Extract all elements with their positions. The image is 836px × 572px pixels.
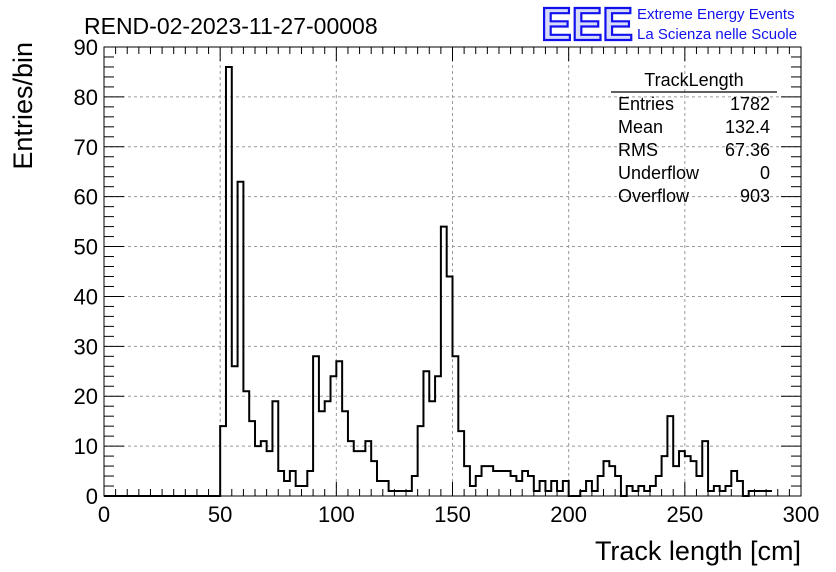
stats-value: 0 bbox=[760, 163, 770, 183]
stats-title: TrackLength bbox=[644, 70, 743, 90]
y-tick-label: 10 bbox=[74, 434, 98, 459]
stats-value: 67.36 bbox=[725, 140, 770, 160]
y-tick-label: 0 bbox=[86, 484, 98, 509]
stats-box: TrackLength Entries 1782 Mean 132.4 RMS 67.36… bbox=[611, 70, 777, 206]
x-tick-label: 50 bbox=[208, 502, 232, 527]
y-tick-label: 60 bbox=[74, 185, 98, 210]
stats-label: RMS bbox=[618, 140, 658, 160]
y-tick-label: 80 bbox=[74, 85, 98, 110]
stats-value: 132.4 bbox=[725, 117, 770, 137]
y-axis-title: Entries/bin bbox=[8, 42, 38, 170]
stats-label: Underflow bbox=[618, 163, 700, 183]
y-tick-label: 50 bbox=[74, 235, 98, 260]
histogram-line bbox=[104, 65, 772, 497]
run-title: REND-02-2023-11-27-00008 bbox=[84, 13, 378, 39]
project-subtitle: La Scienza nelle Scuole bbox=[637, 26, 797, 43]
stats-value: 1782 bbox=[730, 94, 770, 114]
x-tick-label: 200 bbox=[550, 502, 587, 527]
project-name: Extreme Energy Events bbox=[637, 6, 795, 23]
eee-logo: EEE bbox=[541, 0, 633, 50]
x-tick-label: 250 bbox=[666, 502, 703, 527]
stats-label: Entries bbox=[618, 94, 674, 114]
axis-ticks bbox=[103, 46, 802, 497]
stats-label: Mean bbox=[618, 117, 663, 137]
grid-lines bbox=[104, 47, 801, 496]
x-axis-title: Track length [cm] bbox=[595, 536, 801, 566]
x-tick-label: 100 bbox=[318, 502, 355, 527]
stats-label: Overflow bbox=[618, 186, 690, 206]
stats-rows: Entries 1782 Mean 132.4 RMS 67.36 Underflow 0 Ov… bbox=[618, 94, 770, 206]
y-tick-label: 40 bbox=[74, 284, 98, 309]
y-tick-labels: 0 10 20 30 40 50 60 70 80 90 bbox=[74, 35, 98, 509]
stats-value: 903 bbox=[740, 186, 770, 206]
y-tick-label: 70 bbox=[74, 135, 98, 160]
x-tick-label: 300 bbox=[783, 502, 820, 527]
y-tick-label: 30 bbox=[74, 334, 98, 359]
x-tick-label: 150 bbox=[434, 502, 471, 527]
x-tick-label: 0 bbox=[98, 502, 110, 527]
y-tick-label: 20 bbox=[74, 384, 98, 409]
y-tick-label: 90 bbox=[74, 35, 98, 60]
x-tick-labels: 0 50 100 150 200 250 300 bbox=[98, 502, 819, 527]
